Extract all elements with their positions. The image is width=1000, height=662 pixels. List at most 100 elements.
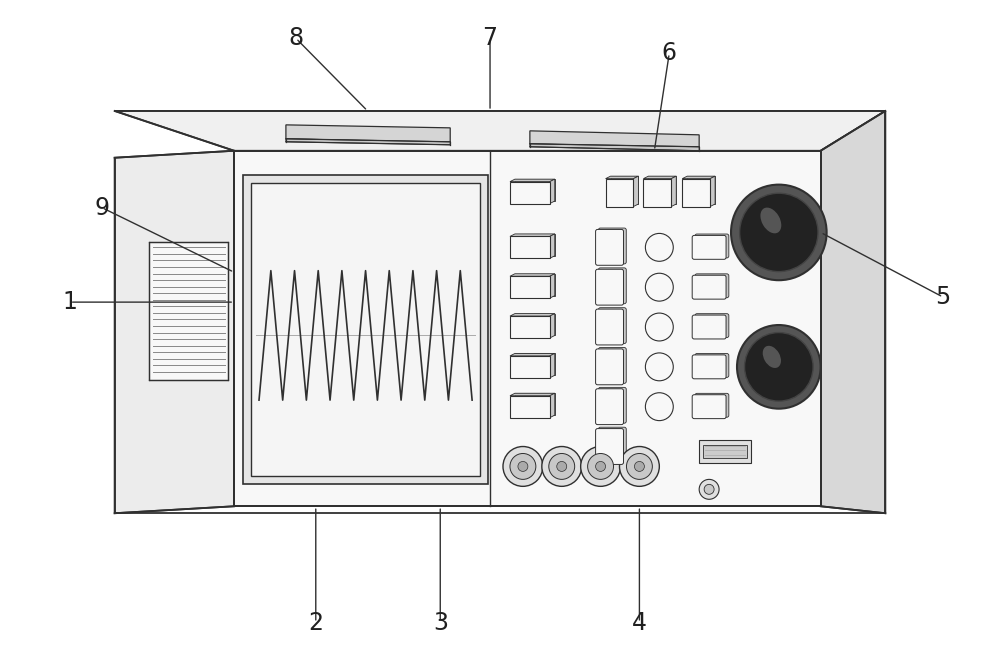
Polygon shape <box>515 314 555 336</box>
Polygon shape <box>643 176 676 179</box>
Polygon shape <box>510 274 555 276</box>
Polygon shape <box>687 176 715 204</box>
FancyBboxPatch shape <box>695 314 729 338</box>
Bar <box>510 236 550 258</box>
Circle shape <box>510 453 536 479</box>
FancyBboxPatch shape <box>695 354 729 377</box>
FancyBboxPatch shape <box>692 236 726 260</box>
Polygon shape <box>510 393 555 396</box>
Text: 5: 5 <box>936 285 951 309</box>
Circle shape <box>588 453 614 479</box>
Circle shape <box>645 234 673 261</box>
FancyBboxPatch shape <box>695 234 729 258</box>
Text: 4: 4 <box>632 611 647 635</box>
FancyBboxPatch shape <box>598 348 626 383</box>
FancyBboxPatch shape <box>598 308 626 344</box>
FancyBboxPatch shape <box>692 275 726 299</box>
Polygon shape <box>550 354 555 378</box>
Polygon shape <box>115 151 234 513</box>
Polygon shape <box>515 274 555 296</box>
Circle shape <box>699 479 719 499</box>
Ellipse shape <box>760 208 781 233</box>
Circle shape <box>626 453 652 479</box>
Circle shape <box>503 446 543 487</box>
Polygon shape <box>682 176 715 179</box>
Bar <box>606 179 633 207</box>
Bar <box>510 316 550 338</box>
Polygon shape <box>286 125 450 143</box>
Circle shape <box>557 461 567 471</box>
FancyBboxPatch shape <box>598 228 626 264</box>
Text: 3: 3 <box>433 611 448 635</box>
Polygon shape <box>821 111 885 513</box>
Polygon shape <box>530 131 699 149</box>
FancyBboxPatch shape <box>596 269 623 305</box>
Circle shape <box>596 461 606 471</box>
FancyBboxPatch shape <box>598 427 626 463</box>
FancyBboxPatch shape <box>692 355 726 379</box>
Polygon shape <box>510 234 555 236</box>
Text: 2: 2 <box>308 611 323 635</box>
Bar <box>682 179 710 207</box>
FancyBboxPatch shape <box>596 349 623 385</box>
Text: 8: 8 <box>288 26 303 50</box>
Circle shape <box>619 446 659 487</box>
Circle shape <box>549 453 575 479</box>
Polygon shape <box>550 234 555 258</box>
Circle shape <box>737 325 821 408</box>
FancyBboxPatch shape <box>695 274 729 298</box>
Bar <box>510 356 550 378</box>
Polygon shape <box>515 354 555 375</box>
Polygon shape <box>550 314 555 338</box>
Circle shape <box>634 461 644 471</box>
Bar <box>699 440 751 463</box>
Polygon shape <box>550 179 555 203</box>
Polygon shape <box>515 393 555 415</box>
FancyBboxPatch shape <box>596 309 623 345</box>
Polygon shape <box>286 139 450 145</box>
Ellipse shape <box>763 346 781 368</box>
Polygon shape <box>149 242 228 380</box>
Circle shape <box>518 461 528 471</box>
Polygon shape <box>633 176 638 207</box>
FancyBboxPatch shape <box>692 395 726 418</box>
Circle shape <box>745 332 813 401</box>
Bar <box>510 396 550 418</box>
Bar <box>510 276 550 298</box>
Bar <box>703 444 747 459</box>
FancyBboxPatch shape <box>596 389 623 424</box>
Polygon shape <box>611 176 638 204</box>
Polygon shape <box>606 176 638 179</box>
Text: 7: 7 <box>483 26 498 50</box>
FancyBboxPatch shape <box>596 428 623 465</box>
FancyBboxPatch shape <box>596 230 623 265</box>
Polygon shape <box>710 176 715 207</box>
Polygon shape <box>648 176 676 204</box>
Circle shape <box>581 446 620 487</box>
Polygon shape <box>550 274 555 298</box>
Polygon shape <box>234 151 821 506</box>
Polygon shape <box>510 314 555 316</box>
Circle shape <box>645 273 673 301</box>
Bar <box>251 183 480 477</box>
FancyBboxPatch shape <box>598 268 626 304</box>
Circle shape <box>704 485 714 495</box>
Polygon shape <box>671 176 676 207</box>
Bar <box>510 181 550 203</box>
FancyBboxPatch shape <box>695 393 729 417</box>
Circle shape <box>645 353 673 381</box>
Text: 1: 1 <box>62 290 77 314</box>
FancyBboxPatch shape <box>692 315 726 339</box>
FancyBboxPatch shape <box>598 387 626 423</box>
Circle shape <box>645 313 673 341</box>
Circle shape <box>645 393 673 420</box>
Circle shape <box>731 185 827 280</box>
Text: 6: 6 <box>662 41 677 65</box>
Bar <box>243 175 488 485</box>
Text: 9: 9 <box>94 195 109 220</box>
Polygon shape <box>515 179 555 201</box>
Circle shape <box>542 446 582 487</box>
Polygon shape <box>510 354 555 356</box>
Polygon shape <box>550 393 555 418</box>
Bar <box>643 179 671 207</box>
